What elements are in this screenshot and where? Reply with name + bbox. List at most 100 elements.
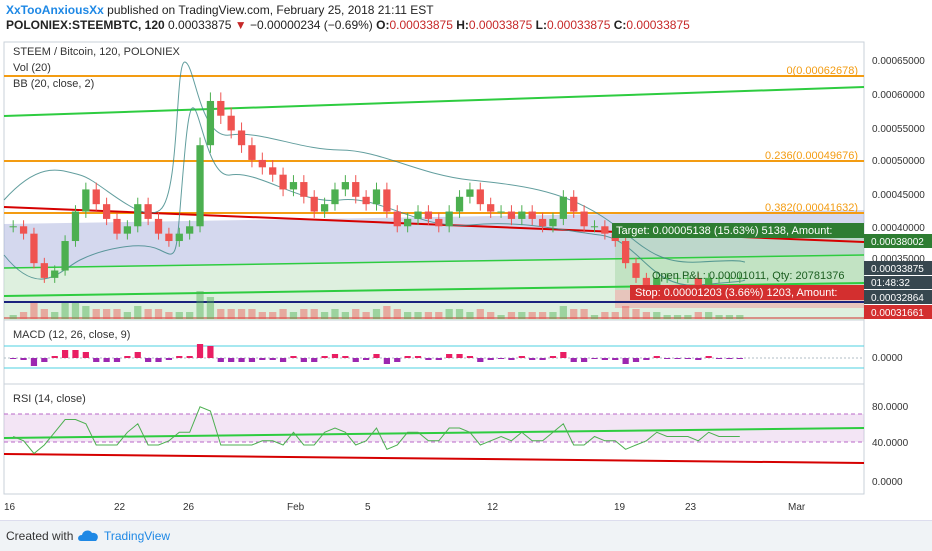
macd-bar <box>41 358 48 362</box>
candle-body <box>279 174 287 190</box>
macd-bar <box>612 358 619 360</box>
macd-bar <box>331 354 339 358</box>
tradingview-cloud-icon[interactable] <box>77 527 101 545</box>
price-tag-target-text: 0.00038002 <box>871 237 924 248</box>
candle-body <box>507 211 516 219</box>
open-value: 0.00033875 <box>389 18 453 32</box>
candlestick-series[interactable] <box>9 92 744 291</box>
macd-bar <box>435 358 442 360</box>
candle-body <box>383 189 391 212</box>
time-axis[interactable]: 16 22 26 Feb 5 12 19 23 Mar <box>4 502 806 513</box>
author-link[interactable]: XxTooAnxiousXx <box>6 3 104 17</box>
target-label-box[interactable] <box>612 223 864 238</box>
candle-body <box>673 277 682 279</box>
candle-body <box>227 115 235 131</box>
rsi-trendline-red[interactable] <box>3 453 865 464</box>
macd-axis-tick: 0.0000 <box>872 353 903 364</box>
macd-bar <box>580 358 588 362</box>
macd-bar <box>207 346 214 358</box>
price-tag-stop <box>864 305 932 319</box>
macd-bar <box>290 356 297 358</box>
volume-bar <box>352 309 360 319</box>
volume-bar <box>258 312 266 319</box>
candle-body <box>269 167 277 175</box>
macd-bar <box>529 358 536 360</box>
volume-bar <box>144 309 152 319</box>
candle-body <box>123 226 132 234</box>
macd-bar <box>165 358 173 360</box>
volume-bar <box>424 312 433 319</box>
candle-body <box>144 204 152 219</box>
volume-bar <box>476 309 484 319</box>
volume-bar <box>248 309 256 319</box>
volume-bar <box>372 309 381 319</box>
price-change: −0.00000234 (−0.69%) <box>250 18 373 32</box>
time-tick: Mar <box>788 502 806 513</box>
candle-body <box>217 100 225 116</box>
volume-bar <box>528 312 536 319</box>
price-tag-countdown <box>864 276 932 289</box>
upper-trendline[interactable] <box>3 86 865 117</box>
fib-0-label: 0(0.00062678) <box>786 65 858 77</box>
macd-bar <box>300 358 307 362</box>
volume-bar <box>393 309 401 319</box>
price-tag-navy-text: 0.00032864 <box>871 293 924 304</box>
macd-bar <box>539 358 546 360</box>
volume-bar <box>61 303 69 319</box>
candle-body <box>715 277 723 279</box>
open-pnl-label: Open P&L: 0.00001011, Qty: 20781376 <box>652 270 844 282</box>
macd-bar <box>446 354 453 358</box>
rsi-legend[interactable]: RSI (14, close) <box>13 393 86 405</box>
macd-legend[interactable]: MACD (12, 26, close, 9) <box>13 329 130 341</box>
rsi-axis-tick: 80.0000 <box>872 402 909 413</box>
volume-bar <box>705 312 713 319</box>
volume-bar <box>134 306 142 319</box>
macd-bar <box>497 358 505 359</box>
candle-body <box>61 241 69 271</box>
volume-bar <box>196 291 204 319</box>
fib-382-label: 0.382(0.00041632) <box>765 202 858 214</box>
volume-bar <box>715 315 723 319</box>
tradingview-link[interactable]: TradingView <box>104 529 171 543</box>
volume-bar <box>289 312 298 319</box>
volume-bar <box>123 312 132 319</box>
price-chart[interactable]: 0(0.00062678) 0.236(0.00049676) 0.382(0.… <box>0 36 932 520</box>
macd-bar <box>82 352 89 358</box>
macd-bar <box>518 356 525 358</box>
vol-legend[interactable]: Vol (20) <box>13 62 51 74</box>
candle-body <box>362 196 370 205</box>
price-axis[interactable]: 0.00065000 0.00060000 0.00055000 0.00050… <box>872 56 925 265</box>
volume-bar <box>30 303 38 319</box>
candle-body <box>705 277 713 286</box>
rsi-trendline-green[interactable] <box>3 427 865 439</box>
candle-body <box>497 211 505 213</box>
candle-body <box>476 189 484 205</box>
volume-bar <box>310 309 318 319</box>
candle-body <box>19 226 28 234</box>
candle-body <box>684 277 692 279</box>
high-value: 0.00033875 <box>468 18 533 32</box>
volume-bar <box>102 309 111 319</box>
rsi-axis-tick: 40.0000 <box>872 438 909 449</box>
volume-bar <box>19 312 28 319</box>
volume-bar <box>507 312 516 319</box>
macd-bar <box>674 358 681 359</box>
candle-body <box>258 159 266 168</box>
candle-body <box>455 196 464 212</box>
volume-bar <box>341 312 349 319</box>
price-tag-last-text: 0.00033875 <box>871 264 924 275</box>
symbol-label: POLONIEX:STEEMBTC, 120 <box>6 18 165 32</box>
bb-legend[interactable]: BB (20, close, 2) <box>13 78 94 90</box>
volume-bar <box>82 306 90 319</box>
macd-bar <box>196 344 204 358</box>
macd-bar <box>30 358 38 366</box>
volume-bar <box>237 309 246 319</box>
macd-bar <box>715 358 723 359</box>
stop-label-box[interactable] <box>630 285 864 300</box>
candle-body <box>549 218 557 227</box>
rsi-line <box>13 406 740 455</box>
candle-body <box>466 189 474 197</box>
time-tick: 23 <box>685 502 697 513</box>
price-tag-navy <box>864 290 932 304</box>
mid-trendline[interactable] <box>3 254 865 269</box>
